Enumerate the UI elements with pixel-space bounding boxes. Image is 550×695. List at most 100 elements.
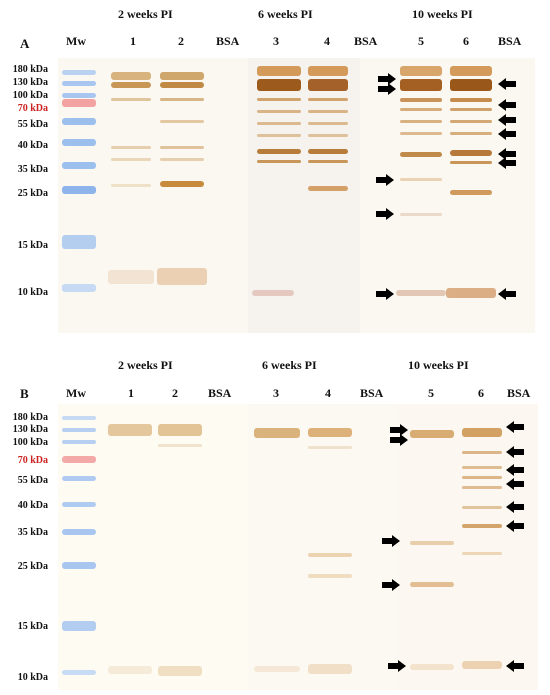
panel-a: 2 weeks PI 6 weeks PI 10 weeks PI A Mw 1… [0, 0, 550, 340]
protein-band [252, 290, 294, 296]
protein-band [158, 444, 202, 447]
panel-label: A [20, 36, 30, 51]
arrow-left-icon [506, 421, 524, 433]
protein-band [158, 424, 202, 436]
protein-band [108, 424, 152, 436]
protein-band [410, 430, 454, 438]
protein-band [111, 72, 151, 80]
marker-band [62, 428, 96, 432]
group-header-6-weeks: 6 weeks PI [262, 358, 317, 372]
protein-band [157, 268, 207, 285]
lane-label: 2 [178, 34, 184, 48]
mw-ladder-label: 180 kDa [12, 412, 48, 423]
arrow-left-icon [498, 128, 516, 140]
protein-band [450, 79, 492, 91]
arrow-left-icon [506, 660, 524, 672]
lane-label: 2 [172, 386, 178, 400]
arrow-left-icon [498, 148, 516, 160]
arrow-left-icon [498, 99, 516, 111]
protein-band [410, 541, 454, 545]
lane-label: 6 [463, 34, 469, 48]
protein-band [400, 98, 442, 102]
lane-label: 6 [478, 386, 484, 400]
protein-band [450, 66, 492, 76]
arrow-right-icon [382, 535, 400, 547]
group-header-6-weeks: 6 weeks PI [258, 7, 313, 21]
protein-band [108, 666, 152, 674]
protein-band [308, 574, 352, 578]
protein-band [410, 582, 454, 587]
marker-band [62, 235, 96, 249]
protein-band [308, 664, 352, 674]
lane-label-bsa: BSA [354, 34, 378, 48]
protein-band [308, 160, 348, 163]
marker-band [62, 81, 96, 86]
mw-ladder-label: 70 kDa [17, 455, 48, 466]
marker-band [62, 529, 96, 535]
protein-band [160, 98, 204, 101]
marker-band [62, 139, 96, 146]
panel-b: 2 weeks PI 6 weeks PI 10 weeks PI B Mw 1… [0, 348, 550, 695]
arrow-right-icon [376, 288, 394, 300]
protein-band [257, 110, 301, 113]
mw-ladder-label: 55 kDa [17, 119, 48, 130]
arrow-left-icon [506, 478, 524, 490]
protein-band [462, 451, 502, 454]
protein-band [160, 181, 204, 187]
protein-band [400, 132, 442, 135]
protein-band [111, 98, 151, 101]
mw-ladder-label: 55 kDa [17, 475, 48, 486]
gel-region-6-weeks [248, 404, 398, 690]
protein-band [462, 506, 502, 509]
protein-band [462, 428, 502, 437]
gel-region-2-weeks [58, 404, 248, 690]
lane-label: 5 [418, 34, 424, 48]
protein-band [396, 290, 446, 296]
lane-label: 4 [325, 386, 331, 400]
marker-band [62, 93, 96, 98]
protein-band [446, 288, 496, 298]
protein-band [400, 152, 442, 157]
protein-band [410, 664, 454, 670]
arrow-left-icon [498, 78, 516, 90]
mw-ladder-label: 40 kDa [17, 140, 48, 151]
protein-band [308, 149, 348, 154]
protein-band [308, 98, 348, 101]
protein-band [462, 524, 502, 528]
lane-label-bsa: BSA [507, 386, 531, 400]
protein-band [111, 82, 151, 88]
lane-label-mw: Mw [66, 386, 86, 400]
lane-label-bsa: BSA [216, 34, 240, 48]
protein-band [108, 270, 154, 284]
marker-band [62, 186, 96, 194]
protein-band [308, 553, 352, 557]
marker-band [62, 670, 96, 675]
protein-band [111, 184, 151, 187]
protein-band [400, 79, 442, 91]
marker-band [62, 502, 96, 507]
protein-band [308, 428, 352, 437]
marker-band-70-kda [62, 99, 96, 107]
protein-band [400, 66, 442, 76]
mw-ladder-label: 40 kDa [17, 500, 48, 511]
panel-label: B [20, 386, 29, 401]
protein-band [450, 108, 492, 111]
protein-band [308, 79, 348, 91]
arrow-left-icon [506, 446, 524, 458]
lane-label-bsa: BSA [208, 386, 232, 400]
protein-band [308, 122, 348, 125]
protein-band [158, 666, 202, 676]
protein-band [111, 158, 151, 161]
arrow-left-icon [498, 157, 516, 169]
protein-band [111, 146, 151, 149]
mw-ladder-label: 15 kDa [17, 621, 48, 632]
group-header-2-weeks: 2 weeks PI [118, 358, 173, 372]
protein-band [254, 428, 300, 438]
mw-ladder-label: 10 kDa [17, 672, 48, 683]
mw-ladder-label: 35 kDa [17, 527, 48, 538]
protein-band [308, 446, 352, 449]
arrow-right-icon [390, 424, 408, 436]
mw-ladder-label: 25 kDa [17, 188, 48, 199]
marker-band [62, 118, 96, 125]
protein-band [450, 190, 492, 195]
